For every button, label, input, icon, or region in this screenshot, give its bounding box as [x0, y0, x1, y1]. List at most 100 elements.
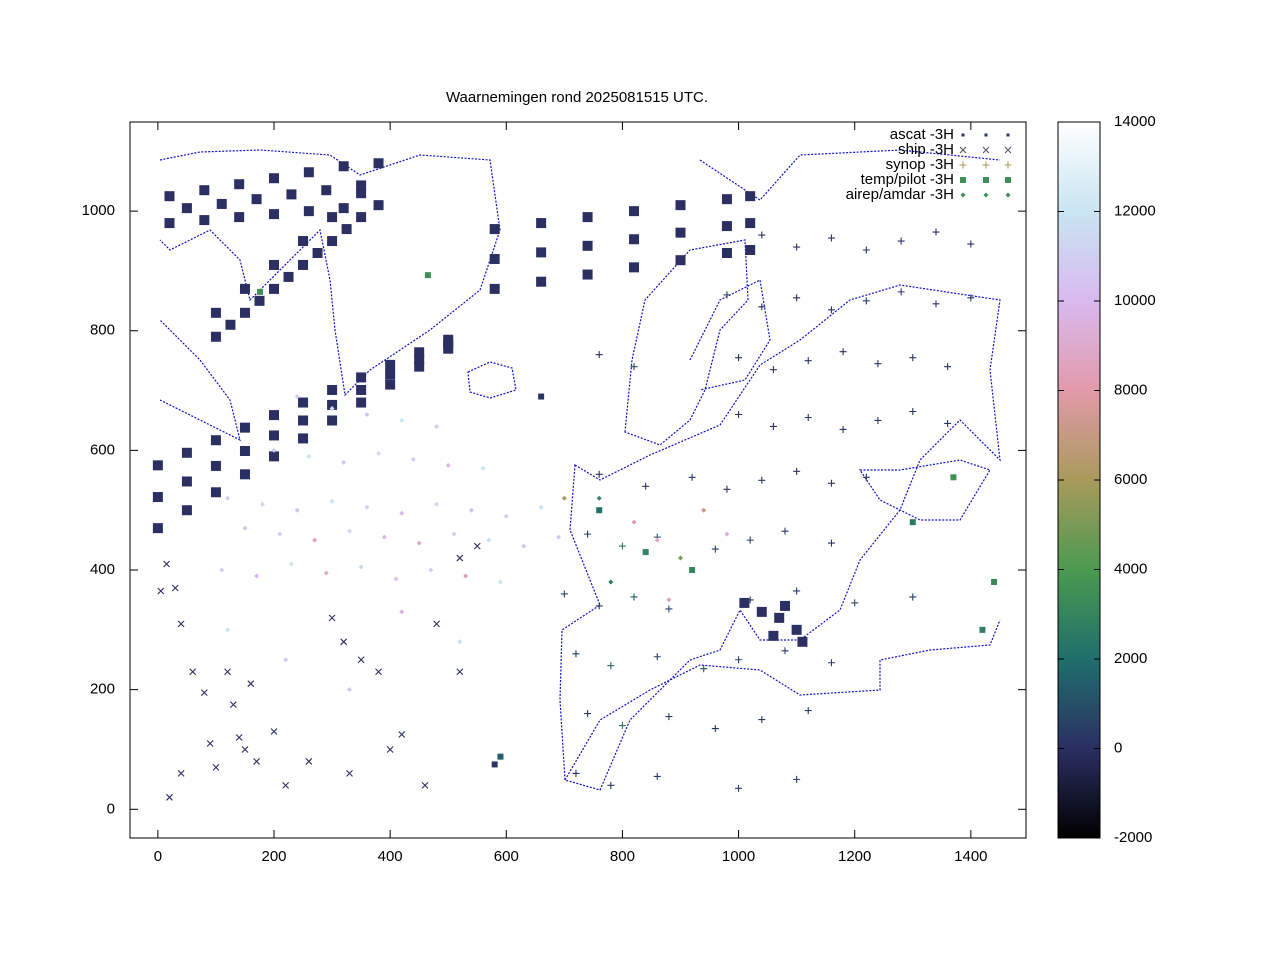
- data-point: [700, 665, 708, 673]
- data-point: [269, 430, 280, 441]
- data-point: [433, 620, 440, 628]
- coastline: [624, 239, 749, 446]
- data-point: [398, 731, 406, 738]
- data-point: [595, 351, 603, 359]
- data-point: [341, 224, 352, 235]
- data-point: [428, 567, 434, 573]
- data-point: [286, 189, 297, 200]
- data-point: [356, 212, 367, 223]
- data-point: [756, 606, 767, 617]
- data-point: [247, 680, 255, 688]
- data-point: [827, 659, 835, 667]
- data-point: [298, 236, 309, 247]
- data-point: [288, 561, 294, 567]
- data-point: [283, 271, 294, 282]
- data-point: [303, 206, 314, 217]
- data-point: [584, 710, 592, 718]
- data-point: [688, 473, 696, 481]
- data-point: [723, 485, 731, 493]
- data-point: [373, 200, 384, 211]
- data-point: [152, 460, 163, 471]
- data-point: [393, 576, 399, 582]
- data-point: [364, 504, 370, 510]
- legend-marker: [982, 161, 990, 169]
- data-point: [595, 470, 603, 478]
- data-point: [225, 495, 231, 501]
- data-point: [781, 647, 789, 655]
- data-point: [298, 259, 309, 270]
- data-point: [489, 253, 500, 264]
- data-point: [239, 422, 250, 433]
- data-point: [239, 307, 250, 318]
- data-point: [538, 504, 544, 510]
- data-point: [219, 567, 225, 573]
- data-point: [653, 653, 661, 661]
- data-point: [373, 158, 384, 169]
- data-point: [536, 276, 547, 287]
- x-tick-label: 1200: [838, 848, 871, 865]
- legend-marker: [960, 192, 966, 198]
- data-point: [298, 433, 309, 444]
- data-point: [654, 537, 660, 543]
- data-point: [944, 419, 952, 427]
- data-point: [827, 234, 835, 242]
- data-point: [675, 255, 686, 266]
- data-point: [596, 495, 602, 501]
- data-point: [769, 366, 777, 374]
- data-point: [312, 247, 323, 258]
- coastline: [564, 619, 1001, 781]
- data-point: [793, 243, 801, 251]
- data-point: [259, 501, 265, 507]
- data-point: [152, 492, 163, 503]
- data-point: [711, 545, 719, 553]
- data-point: [277, 531, 283, 537]
- data-point: [556, 534, 562, 540]
- data-point: [206, 740, 214, 747]
- data-point: [675, 200, 686, 211]
- data-point: [827, 306, 835, 314]
- data-point: [346, 687, 352, 693]
- x-tick-label: 200: [261, 848, 286, 865]
- data-point: [328, 614, 336, 622]
- data-point: [242, 525, 248, 531]
- y-tick-label: 0: [107, 800, 115, 817]
- data-point: [199, 185, 210, 196]
- data-point: [356, 180, 367, 191]
- data-point: [607, 662, 615, 670]
- data-point: [229, 701, 237, 708]
- data-point: [327, 236, 338, 247]
- data-point: [385, 369, 396, 380]
- data-point: [666, 597, 672, 603]
- data-point: [171, 584, 179, 592]
- data-point: [827, 539, 835, 547]
- data-point: [327, 212, 338, 223]
- legend-marker: [983, 177, 989, 183]
- data-point: [434, 501, 440, 507]
- data-point: [497, 579, 503, 585]
- data-point: [340, 638, 348, 646]
- legend-marker: [984, 133, 988, 137]
- data-point: [414, 354, 425, 365]
- data-point: [416, 540, 422, 546]
- data-point: [456, 668, 464, 676]
- data-point: [164, 191, 175, 202]
- data-point: [735, 784, 743, 792]
- data-point: [944, 363, 952, 371]
- data-point: [239, 469, 250, 480]
- chart-title: Waarnemingen rond 2025081515 UTC.: [446, 89, 708, 106]
- data-point: [269, 209, 280, 220]
- data-point: [356, 384, 367, 395]
- data-point: [269, 410, 280, 421]
- data-point: [210, 331, 221, 342]
- data-point: [631, 519, 637, 525]
- data-point: [434, 423, 440, 429]
- data-point: [338, 161, 349, 172]
- data-point: [608, 579, 614, 585]
- legend-marker: [1005, 177, 1011, 183]
- data-point: [356, 372, 367, 383]
- data-point: [618, 542, 626, 550]
- colorbar-tick-label: 4000: [1114, 560, 1147, 577]
- data-point: [346, 528, 352, 534]
- data-point: [421, 781, 429, 789]
- data-point: [224, 668, 231, 676]
